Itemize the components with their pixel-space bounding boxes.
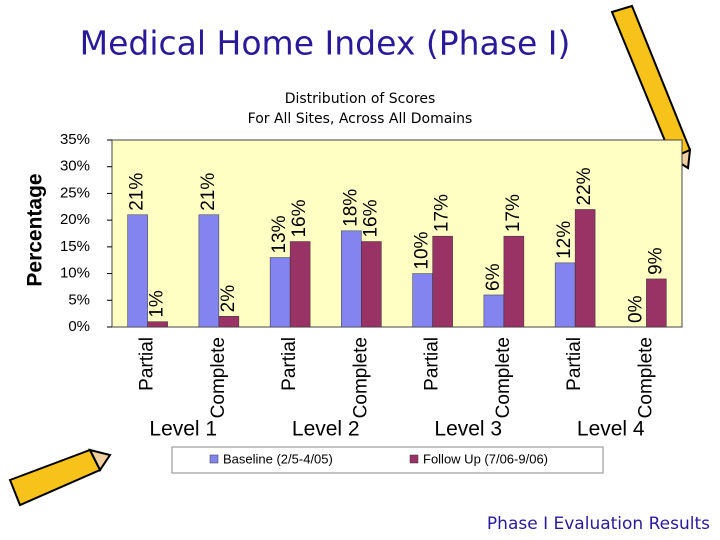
bar (341, 230, 362, 328)
chart-title: Distribution of Scores (285, 91, 436, 107)
x-tick-label: Complete (493, 337, 514, 418)
legend-box (171, 446, 604, 474)
data-label: 18% (340, 189, 361, 227)
bar (574, 209, 596, 328)
bar (289, 241, 311, 328)
bar (147, 321, 168, 328)
data-label: 1% (147, 290, 168, 318)
legend-label: Baseline (2/5-4/05) (223, 451, 333, 466)
chart-subtitle: For All Sites, Across All Domains (248, 111, 473, 127)
bar (198, 214, 220, 328)
legend-label: Follow Up (7/06-9/06) (423, 451, 548, 466)
data-label: 12% (554, 221, 575, 259)
data-label: 17% (432, 194, 453, 232)
x-tick-label: Complete (350, 337, 371, 418)
x-tick-label: Complete (635, 337, 656, 418)
footer: Phase I Evaluation Results (487, 514, 710, 534)
bar (412, 273, 433, 328)
group-label: Level 1 (149, 418, 217, 441)
group-label: Level 3 (434, 418, 502, 441)
group-label: Level 4 (577, 418, 645, 441)
y-tick-label: 5% (68, 291, 90, 308)
bar (503, 235, 525, 328)
data-label: 22% (574, 167, 595, 205)
y-tick-label: 25% (60, 184, 90, 201)
y-tick-label: 35% (60, 131, 90, 148)
y-tick-label: 10% (60, 265, 90, 282)
x-tick-label: Partial (137, 337, 158, 391)
x-tick-label: Partial (279, 337, 300, 391)
bar (361, 241, 382, 328)
bar (483, 294, 505, 328)
bar (218, 316, 240, 328)
data-label: 16% (289, 199, 310, 237)
slide-title: Medical Home Index (Phase I) (80, 24, 571, 63)
x-tick-label: Partial (422, 337, 443, 391)
legend-swatch (209, 454, 219, 464)
data-label: 10% (412, 231, 433, 269)
plot-area (111, 139, 683, 328)
bar (646, 278, 667, 328)
data-label: 21% (127, 173, 148, 211)
bar (269, 257, 291, 328)
y-tick-label: 0% (68, 318, 90, 335)
data-label: 2% (218, 285, 239, 313)
x-tick-label: Complete (208, 337, 229, 418)
bar (432, 235, 453, 328)
y-axis-label: Percentage (24, 173, 47, 286)
bar (554, 262, 576, 328)
y-tick-label: 15% (60, 238, 90, 255)
data-label: 13% (269, 215, 290, 253)
bar (127, 214, 148, 328)
data-label: 17% (503, 194, 524, 232)
data-label: 21% (198, 173, 219, 211)
data-label: 16% (360, 199, 381, 237)
y-tick-label: 30% (60, 158, 90, 175)
legend-swatch (409, 454, 419, 464)
data-label: 6% (483, 263, 504, 291)
x-tick-label: Partial (564, 337, 585, 391)
data-label: 9% (645, 247, 666, 275)
data-label: 0% (625, 295, 646, 323)
pencil-decoration (8, 4, 692, 507)
group-label: Level 2 (292, 418, 360, 441)
y-tick-label: 20% (60, 211, 90, 228)
